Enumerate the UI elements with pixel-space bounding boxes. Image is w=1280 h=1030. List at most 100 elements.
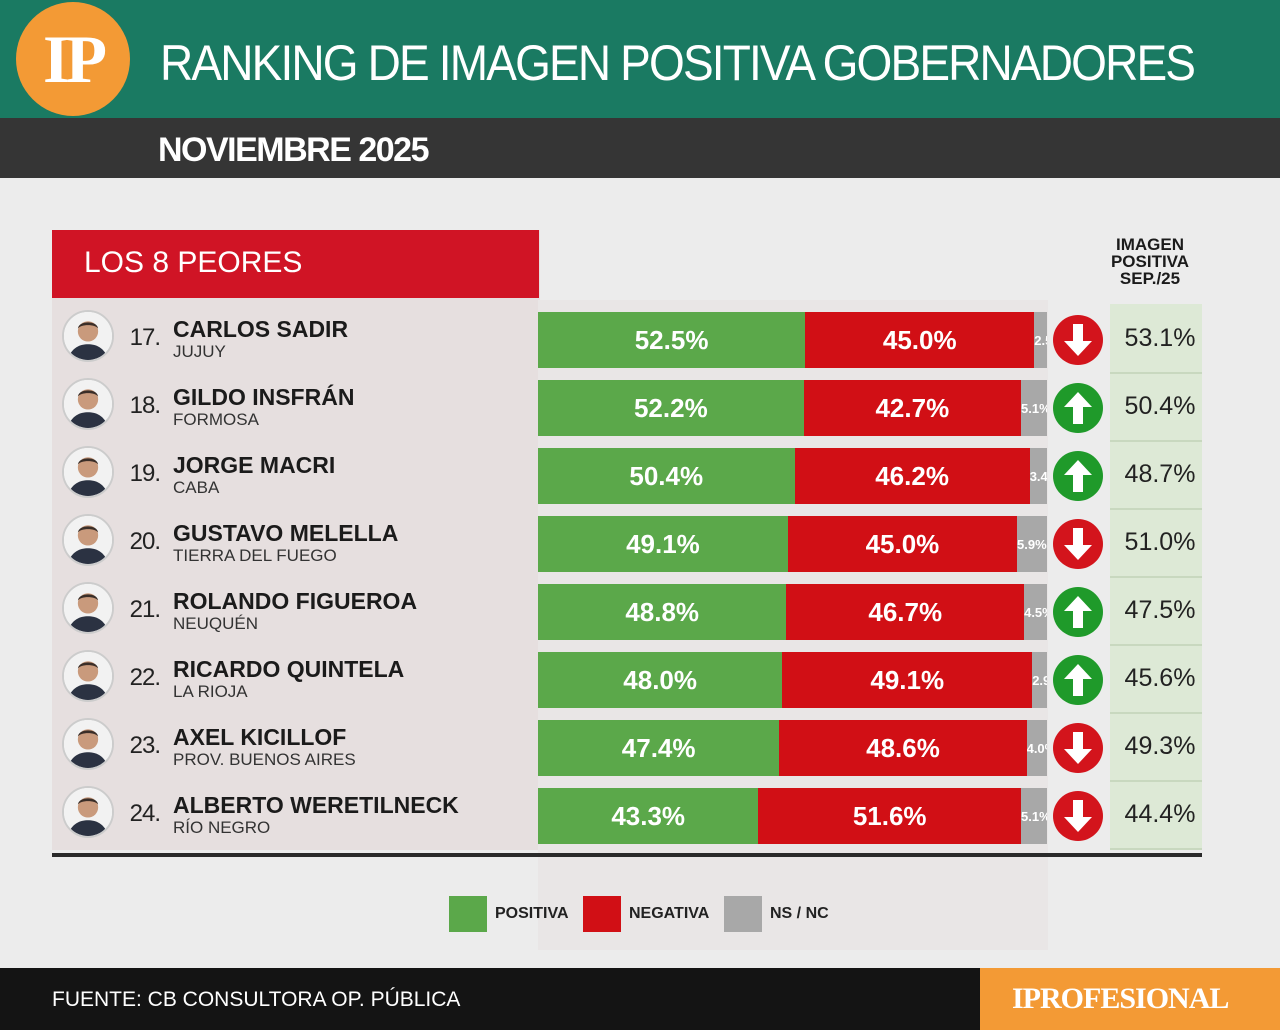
legend-label-positiva: POSITIVA [495, 905, 569, 922]
bar-positiva: 48.0% [538, 652, 783, 708]
previous-value: 50.4% [1124, 392, 1196, 420]
previous-value: 44.4% [1124, 800, 1196, 828]
governor-photo [62, 446, 114, 498]
arrow-up-icon [1052, 382, 1104, 434]
bar-negativa: 51.6% [758, 788, 1021, 844]
legend-label-nsnc: NS / NC [770, 905, 829, 922]
arrow-up-icon [1052, 450, 1104, 502]
previous-divider [1110, 440, 1202, 442]
governor-name: GUSTAVO MELELLA [173, 520, 399, 546]
rank-number: 18. [129, 392, 161, 419]
previous-header-line-3: SEP./25 [1119, 269, 1181, 288]
bar-positiva: 49.1% [538, 516, 788, 572]
governor-name: AXEL KICILLOF [173, 724, 347, 750]
governor-photo [62, 718, 114, 770]
governor-photo [62, 514, 114, 566]
bar-nsnc: 4.0% [1026, 720, 1047, 776]
previous-value: 48.7% [1124, 460, 1196, 488]
subheader-bar [0, 118, 1280, 178]
legend-swatch-positiva [449, 896, 487, 932]
governor-name: ALBERTO WERETILNECK [173, 792, 459, 818]
bar-negativa: 46.7% [786, 584, 1025, 640]
previous-column-header: IMAGEN POSITIVA SEP./25 [1100, 236, 1200, 287]
rank-number: 19. [129, 460, 161, 487]
table-row: 20. GUSTAVO MELELLA TIERRA DEL FUEGO 49.1% 4… [52, 510, 1202, 578]
bar-nsnc: 3.4% [1029, 448, 1047, 504]
governor-photo [62, 786, 114, 838]
arrow-up-icon [1052, 654, 1104, 706]
source-note: FUENTE: CB CONSULTORA OP. PÚBLICA [52, 988, 461, 1011]
province-name: NEUQUÉN [173, 614, 259, 633]
bar-positiva: 52.2% [538, 380, 804, 436]
governor-name: CARLOS SADIR [173, 316, 349, 342]
arrow-down-icon [1052, 722, 1104, 774]
bar-nsnc: 5.1% [1021, 788, 1047, 844]
brand-logo: IPROFESIONAL [1012, 982, 1229, 1015]
table-row: 23. AXEL KICILLOF PROV. BUENOS AIRES 47.4% 4… [52, 714, 1202, 782]
chart-baseline [52, 853, 1202, 857]
bar-nsnc: 5.9% [1017, 516, 1047, 572]
province-name: RÍO NEGRO [173, 818, 271, 837]
previous-header-line-1: IMAGEN [1116, 235, 1184, 254]
rank-number: 20. [129, 528, 161, 555]
bar-positiva: 50.4% [538, 448, 795, 504]
arrow-down-icon [1052, 518, 1104, 570]
section-band [52, 230, 539, 298]
governor-photo [62, 650, 114, 702]
province-name: FORMOSA [173, 410, 259, 429]
header-bar [0, 0, 1280, 118]
previous-divider [1110, 848, 1202, 850]
previous-divider [1110, 712, 1202, 714]
table-row: 24. ALBERTO WERETILNECK RÍO NEGRO 43.3% 51.6… [52, 782, 1202, 850]
previous-value: 51.0% [1124, 528, 1196, 556]
table-row: 22. RICARDO QUINTELA LA RIOJA 48.0% 49.1% 2.9… [52, 646, 1202, 714]
governor-name: ROLANDO FIGUEROA [173, 588, 418, 614]
province-name: PROV. BUENOS AIRES [173, 750, 356, 769]
previous-value: 53.1% [1124, 324, 1196, 352]
previous-value: 49.3% [1124, 732, 1196, 760]
legend-swatch-nsnc [724, 896, 762, 932]
previous-divider [1110, 508, 1202, 510]
bar-nsnc: 2.9% [1032, 652, 1047, 708]
previous-divider [1110, 780, 1202, 782]
province-name: CABA [173, 478, 220, 497]
previous-divider [1110, 372, 1202, 374]
bar-negativa: 42.7% [803, 380, 1021, 436]
previous-value: 47.5% [1124, 596, 1196, 624]
previous-value: 45.6% [1124, 664, 1196, 692]
rank-number: 21. [129, 596, 161, 623]
ip-logo: IP [16, 2, 130, 116]
bar-negativa: 48.6% [779, 720, 1027, 776]
arrow-down-icon [1052, 314, 1104, 366]
bar-nsnc: 2.5% [1034, 312, 1047, 368]
previous-divider [1110, 644, 1202, 646]
bar-nsnc: 5.1% [1021, 380, 1047, 436]
province-name: JUJUY [173, 342, 226, 361]
bar-negativa: 49.1% [782, 652, 1033, 708]
legend-label-negativa: NEGATIVA [629, 905, 710, 922]
bar-negativa: 46.2% [794, 448, 1030, 504]
rank-number: 24. [129, 800, 161, 827]
bar-positiva: 47.4% [538, 720, 780, 776]
rank-number: 23. [129, 732, 161, 759]
legend-swatch-negativa [583, 896, 621, 932]
arrow-down-icon [1052, 790, 1104, 842]
section-label: LOS 8 PEORES [84, 246, 303, 279]
governor-name: GILDO INSFRÁN [173, 384, 355, 410]
governor-name: RICARDO QUINTELA [173, 656, 405, 682]
province-name: TIERRA DEL FUEGO [173, 546, 337, 565]
bar-positiva: 48.8% [538, 584, 787, 640]
rank-number: 22. [129, 664, 161, 691]
bar-nsnc: 4.5% [1024, 584, 1047, 640]
previous-header-line-2: POSITIVA [1110, 252, 1190, 271]
province-name: LA RIOJA [173, 682, 248, 701]
page-subtitle: NOVIEMBRE 2025 [158, 131, 430, 169]
bar-positiva: 43.3% [538, 788, 759, 844]
arrow-up-icon [1052, 586, 1104, 638]
previous-divider [1110, 576, 1202, 578]
bar-negativa: 45.0% [805, 312, 1035, 368]
